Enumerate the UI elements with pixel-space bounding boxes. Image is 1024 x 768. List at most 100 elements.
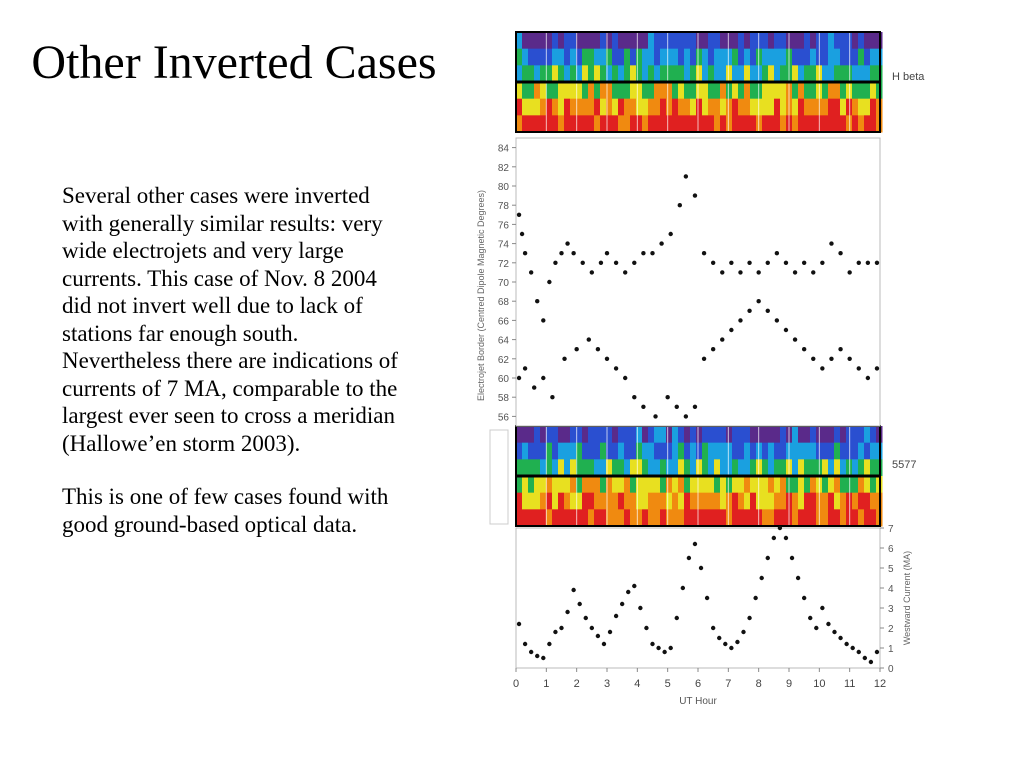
current-x-tick-label: 12 [874,678,886,690]
border-data-point [756,270,761,275]
hbeta-keogram-cell [756,98,763,116]
oxygen-keogram-cell [642,442,649,460]
hbeta-keogram-cell [516,98,523,116]
current-data-point [577,601,582,607]
hbeta-keogram-cell [714,32,721,50]
oxygen-keogram-cell [780,426,787,444]
oxygen-keogram-cell [618,426,625,444]
oxygen-keogram-cell [582,426,589,444]
oxygen-keogram-cell [648,492,655,510]
oxygen-keogram-cell [594,476,601,494]
hbeta-keogram-cell [750,115,757,133]
oxygen-keogram-cell [714,459,721,477]
hbeta-keogram-cell [648,32,655,50]
hbeta-keogram-cell [546,98,553,116]
oxygen-keogram-cell [624,492,631,510]
border-data-point [710,347,716,352]
current-data-point [717,635,722,641]
hbeta-keogram-cell [666,82,673,100]
oxygen-keogram-cell [576,459,583,477]
current-data-point [753,595,758,601]
current-data-point [729,645,734,651]
oxygen-keogram-cell [576,426,583,444]
hbeta-keogram-cell [774,82,781,100]
current-x-tick-label: 6 [695,678,701,690]
border-data-point [792,270,798,275]
current-y-tick-label: 4 [888,584,894,595]
hbeta-keogram-cell [576,32,583,50]
hbeta-keogram-cell [798,65,805,83]
hbeta-keogram-cell [774,98,781,116]
oxygen-keogram-cell [654,492,661,510]
oxygen-keogram-cell [660,476,667,494]
hbeta-keogram-cell [792,65,799,83]
body-paragraph-2: This is one of few cases found with good… [62,484,389,537]
oxygen-keogram-cell [810,442,817,460]
oxygen-keogram-cell [852,442,859,460]
oxygen-keogram-cell [540,492,547,510]
hbeta-keogram-cell [636,115,643,133]
oxygen-keogram-cell [546,426,553,444]
border-data-point [738,270,743,275]
oxygen-keogram-cell [684,476,691,494]
border-data-point [683,174,689,179]
oxygen-keogram-cell [762,459,769,477]
border-data-point [874,366,880,371]
hbeta-keogram-cell [774,32,781,50]
oxygen-keogram-cell [726,476,733,494]
oxygen-keogram-cell [630,476,637,494]
hbeta-keogram-cell [810,98,817,116]
oxygen-keogram-cell [558,426,565,444]
oxygen-keogram: 5577 [515,425,916,527]
oxygen-keogram-cell [660,459,667,477]
hbeta-keogram-cell [570,115,577,133]
oxygen-keogram-cell [840,442,847,460]
oxygen-keogram-cell [696,459,703,477]
oxygen-keogram-cell [750,476,757,494]
oxygen-keogram-cell [516,476,523,494]
oxygen-keogram-cell [798,442,805,460]
oxygen-keogram-cell [666,509,673,527]
oxygen-keogram-cell [636,476,643,494]
oxygen-keogram-cell [534,459,541,477]
current-x-tick-label: 5 [665,678,671,690]
current-x-axis-label: UT Hour [679,696,717,707]
oxygen-keogram-cell [726,459,733,477]
oxygen-keogram-cell [660,492,667,510]
oxygen-keogram-cell [702,426,709,444]
hbeta-keogram-cell [834,48,841,66]
hbeta-keogram-cell [858,48,865,66]
oxygen-keogram-cell [732,492,739,510]
border-data-point [829,241,834,246]
oxygen-keogram-cell [714,442,721,460]
oxygen-keogram-cell [534,426,541,444]
hbeta-keogram-cell [750,65,757,83]
oxygen-keogram-cell [756,442,763,460]
oxygen-keogram-cell [690,492,697,510]
oxygen-keogram-cell [672,459,679,477]
oxygen-keogram-cell [834,476,841,494]
oxygen-keogram-cell [840,476,847,494]
hbeta-keogram-cell [618,65,625,83]
hbeta-keogram-cell [702,98,709,116]
hbeta-keogram-cell [822,115,829,133]
oxygen-keogram-cell [822,492,829,510]
hbeta-keogram-cell [690,115,697,133]
oxygen-keogram-cell [822,476,829,494]
hbeta-keogram-cell [774,115,781,133]
border-data-point [720,337,725,342]
hbeta-keogram-cell [534,48,541,66]
current-data-point [674,615,679,621]
border-data-point [659,241,664,246]
hbeta-keogram-cell [684,48,691,66]
current-y-tick-label: 6 [888,544,894,555]
hbeta-keogram-cell [636,32,643,50]
oxygen-keogram-cell [600,476,607,494]
oxygen-keogram-cell [714,492,721,510]
border-data-point [792,337,798,342]
hbeta-keogram-cell [672,98,679,116]
oxygen-keogram-cell [780,442,787,460]
hbeta-keogram-cell [558,48,565,66]
hbeta-keogram-cell [666,48,673,66]
hbeta-keogram-cell [798,82,805,100]
